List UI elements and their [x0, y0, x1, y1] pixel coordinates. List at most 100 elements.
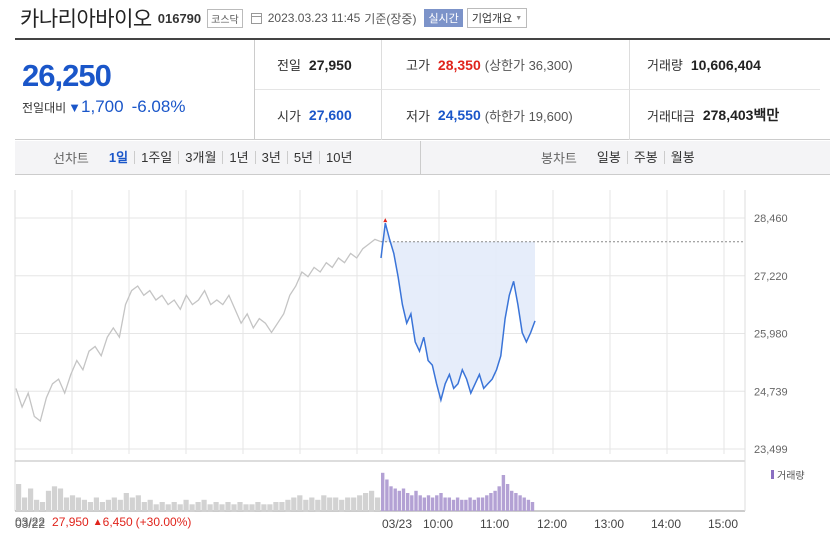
volume-bar-today: [443, 497, 447, 511]
footer-price: 27,950: [52, 515, 89, 529]
volume-bar-prev: [267, 504, 273, 512]
candle-chart-tabs: 봉차트 일봉 주봉 월봉: [421, 141, 830, 174]
current-price: 26,250: [22, 58, 112, 93]
footer-change: 6,450: [102, 515, 133, 529]
tab-1d[interactable]: 1일: [108, 150, 129, 165]
today-fill-area: [381, 223, 535, 401]
volume-bar-today: [493, 490, 497, 512]
volume-bar-prev: [63, 497, 70, 511]
volume-bar-prev: [303, 499, 309, 512]
x-tick-label: 12:00: [537, 517, 567, 531]
volume-bar-today: [497, 486, 501, 512]
y-tick-label: 23,499: [754, 444, 788, 456]
volume-bar-today: [489, 493, 493, 511]
footer-rate: (+30.00%): [135, 515, 192, 529]
volume-bar-prev: [81, 499, 87, 512]
tab-daily[interactable]: 일봉: [596, 150, 621, 165]
volume-bar-today: [455, 497, 460, 511]
volume-bar-prev: [345, 497, 351, 511]
stat-value: 28,350: [437, 56, 481, 73]
volume-bar-today: [422, 497, 426, 511]
tab-1w[interactable]: 1주일: [134, 151, 178, 164]
volume-bar-today: [426, 495, 431, 511]
volume-bar-today: [447, 497, 451, 511]
volume-bar-today: [472, 499, 476, 512]
candle-chart-title: 봉차트: [541, 151, 577, 166]
volume-bar-prev: [207, 504, 213, 512]
volume-bar-prev: [279, 502, 285, 511]
grid: [15, 190, 745, 454]
volume-bar-prev: [321, 495, 327, 511]
volume-bar-prev: [147, 499, 153, 512]
volume-bar-today: [435, 495, 439, 511]
x-tick-label: 11:00: [480, 517, 509, 531]
volume-bar-today: [530, 502, 535, 511]
tab-monthly[interactable]: 월봉: [663, 151, 701, 164]
stat-label: 거래대금: [647, 108, 695, 124]
stat-label: 전일: [277, 58, 301, 73]
volume-bar-prev: [261, 504, 267, 512]
volume-bar-prev: [351, 497, 357, 511]
down-arrow-icon: ▼: [68, 100, 82, 115]
x-tick-label: 13:00: [594, 517, 624, 531]
volume-bar-today: [418, 495, 422, 511]
realtime-button[interactable]: 실시간: [424, 9, 463, 27]
volume-bar-prev: [105, 499, 111, 512]
volume-bar-today: [480, 497, 485, 511]
volume-bar-prev: [183, 499, 189, 512]
company-info-label: 기업개요: [471, 13, 513, 25]
volume-bar-prev: [39, 502, 46, 511]
market-badge: 코스닥: [207, 8, 243, 28]
volume-bar-prev: [309, 497, 315, 511]
volume-bar-today: [397, 490, 401, 512]
volume-bar-prev: [291, 497, 297, 511]
volume-bar-prev: [285, 499, 291, 512]
tab-5y[interactable]: 5년: [286, 151, 319, 164]
volume-bar-prev: [273, 502, 279, 511]
change-rate: -6.08%: [131, 97, 186, 116]
volume-bar-prev: [201, 499, 207, 512]
volume-bar-today: [518, 495, 522, 511]
volume-bar-prev: [225, 502, 231, 511]
tab-3m[interactable]: 3개월: [178, 151, 222, 164]
company-info-button[interactable]: 기업개요 ▼: [466, 8, 528, 28]
stat-high: 고가 28,350 (상한가 36,300): [382, 40, 630, 90]
x-tick-label: 03/23: [382, 517, 412, 531]
y-tick-label: 28,460: [754, 213, 788, 225]
volume-bar-prev: [213, 502, 219, 511]
tab-weekly[interactable]: 주봉: [626, 151, 664, 164]
volume-bar-prev: [16, 484, 22, 511]
volume-bar-prev: [243, 504, 249, 512]
current-price-box: 26,250 전일대비 ▼ 1,700 -6.08%: [15, 40, 255, 139]
change-row: 전일대비 ▼ 1,700 -6.08%: [22, 97, 254, 117]
volume-bars: [16, 472, 535, 512]
volume-bar-prev: [69, 495, 76, 511]
high-marker: [383, 218, 388, 223]
lower-limit: (하한가 19,600): [484, 108, 573, 124]
volume-legend-label: 거래량: [777, 470, 805, 482]
volume-bar-prev: [219, 504, 225, 512]
volume-bar-prev: [333, 497, 339, 511]
tab-1y[interactable]: 1년: [222, 151, 254, 164]
stat-label: 시가: [277, 108, 301, 124]
volume-bar-today: [485, 495, 489, 511]
volume-bar-today: [505, 484, 510, 511]
volume-bar-prev: [159, 502, 165, 511]
volume-bar-prev: [249, 504, 255, 512]
volume-bar-prev: [315, 499, 321, 512]
volume-bar-today: [410, 495, 414, 511]
tab-10y[interactable]: 10년: [319, 151, 358, 164]
volume-bar-prev: [57, 488, 64, 511]
volume-bar-prev: [117, 499, 123, 512]
stock-code: 016790: [157, 10, 202, 26]
volume-bar-today: [476, 497, 481, 511]
volume-bar-today: [401, 488, 406, 511]
volume-bar-prev: [363, 493, 369, 511]
volume-bar-today: [510, 490, 514, 512]
volume-bar-prev: [87, 502, 93, 511]
volume-bar-prev: [34, 499, 40, 512]
tab-3y[interactable]: 3년: [254, 151, 287, 164]
stat-value: 278,403: [702, 107, 754, 123]
volume-bar-prev: [255, 502, 261, 511]
